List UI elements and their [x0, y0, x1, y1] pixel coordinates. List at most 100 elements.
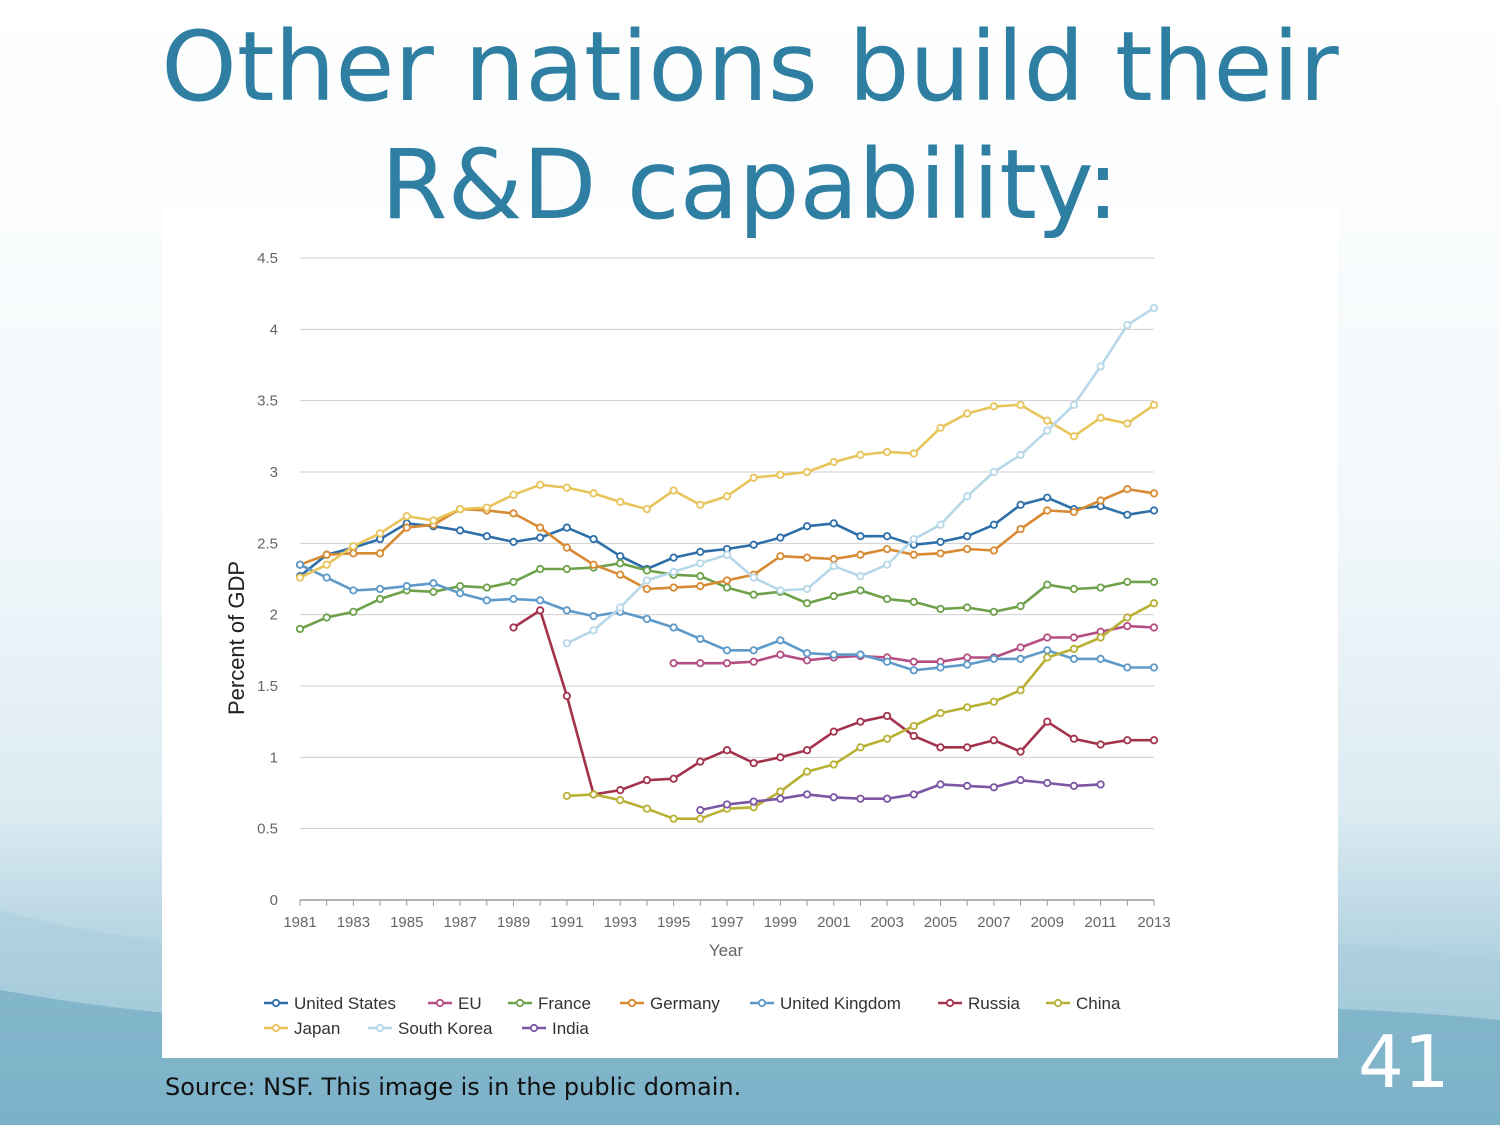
data-point	[989, 654, 998, 663]
data-point	[642, 776, 652, 785]
data-point	[616, 603, 625, 612]
data-point	[669, 623, 678, 632]
data-point	[696, 659, 705, 668]
data-point	[402, 523, 411, 532]
data-point	[883, 532, 892, 541]
data-point	[776, 533, 785, 542]
data-point	[589, 560, 598, 569]
data-point	[909, 721, 918, 731]
data-point	[589, 790, 598, 799]
x-tick-label: 2013	[1137, 914, 1170, 931]
data-point	[482, 503, 491, 512]
data-point	[562, 523, 571, 532]
data-point	[375, 584, 385, 594]
legend-item-russia: Russia	[938, 994, 1021, 1013]
legend-marker	[529, 1023, 539, 1033]
data-point	[1069, 633, 1079, 642]
data-point	[562, 564, 571, 574]
data-point	[776, 552, 785, 561]
data-point	[1096, 780, 1105, 789]
series-india	[696, 776, 1105, 815]
data-point	[1123, 613, 1132, 622]
data-point	[482, 596, 491, 605]
data-point	[616, 570, 625, 579]
legend-label: United Kingdom	[780, 994, 901, 1013]
data-point	[696, 634, 705, 644]
data-point	[322, 573, 331, 582]
series-united-kingdom	[295, 560, 1159, 675]
y-tick-label: 4.5	[257, 250, 278, 267]
data-point	[509, 623, 518, 632]
data-point	[883, 734, 892, 743]
slide-title: Other nations build their R&D capability…	[0, 8, 1500, 244]
data-point	[883, 657, 892, 666]
series-france	[295, 559, 1159, 634]
x-tick-label: 1983	[337, 914, 370, 931]
data-point	[829, 554, 838, 564]
x-tick-label: 2003	[870, 914, 903, 931]
data-point	[1123, 320, 1132, 330]
data-point	[776, 787, 785, 796]
data-point	[1069, 644, 1079, 654]
data-point	[802, 790, 812, 799]
x-tick-label: 2009	[1031, 914, 1064, 931]
data-point	[963, 603, 972, 612]
data-point	[1149, 577, 1159, 586]
data-point	[749, 590, 758, 599]
data-point	[1043, 493, 1052, 502]
data-point	[402, 582, 411, 591]
legend-marker	[757, 998, 767, 1008]
x-tick-label: 1985	[390, 914, 423, 931]
data-point	[616, 497, 625, 507]
data-point	[722, 492, 732, 501]
legend-label: Japan	[294, 1019, 340, 1038]
legend-marker	[271, 1023, 281, 1033]
data-point	[696, 572, 705, 581]
data-point	[669, 814, 678, 823]
y-tick-label: 3.5	[257, 393, 278, 410]
data-point	[856, 550, 865, 559]
data-point	[802, 746, 812, 755]
data-point	[669, 774, 678, 783]
data-point	[1043, 416, 1052, 425]
series-line	[700, 778, 1101, 812]
data-point	[749, 758, 758, 768]
data-point	[616, 796, 625, 805]
data-point	[963, 532, 972, 541]
data-point	[936, 663, 945, 672]
data-point	[509, 594, 518, 604]
data-point	[696, 559, 705, 568]
data-point	[536, 596, 545, 605]
data-point	[482, 532, 491, 541]
data-point	[749, 646, 758, 655]
y-tick-label: 1	[270, 749, 278, 766]
data-point	[589, 626, 598, 635]
data-point	[642, 614, 652, 624]
data-point	[1149, 489, 1159, 498]
data-point	[1149, 663, 1159, 672]
data-point	[856, 717, 865, 726]
data-point	[1016, 776, 1025, 785]
data-point	[936, 743, 945, 752]
data-point	[963, 703, 972, 712]
data-point	[802, 584, 812, 594]
x-tick-label: 2005	[924, 914, 957, 931]
legend-item-japan: Japan	[264, 1019, 340, 1038]
data-point	[856, 794, 865, 803]
data-point	[936, 709, 945, 718]
data-point	[1069, 584, 1079, 594]
data-point	[349, 607, 358, 616]
data-point	[1096, 654, 1105, 663]
legend-item-united-states: United States	[264, 994, 396, 1013]
data-point	[829, 592, 838, 601]
data-point	[375, 549, 385, 558]
data-point	[749, 540, 758, 549]
title-line-2: R&D capability:	[380, 129, 1120, 241]
x-tick-label: 1993	[604, 914, 637, 931]
data-point	[696, 582, 705, 591]
x-tick-label: 1999	[764, 914, 797, 931]
y-axis-ticks: 0 0.5 1 1.5 2 2.5 3 3.5 4 4.5	[257, 250, 278, 909]
data-point	[749, 473, 758, 482]
data-point	[1016, 450, 1025, 459]
x-tick-label: 1997	[710, 914, 743, 931]
